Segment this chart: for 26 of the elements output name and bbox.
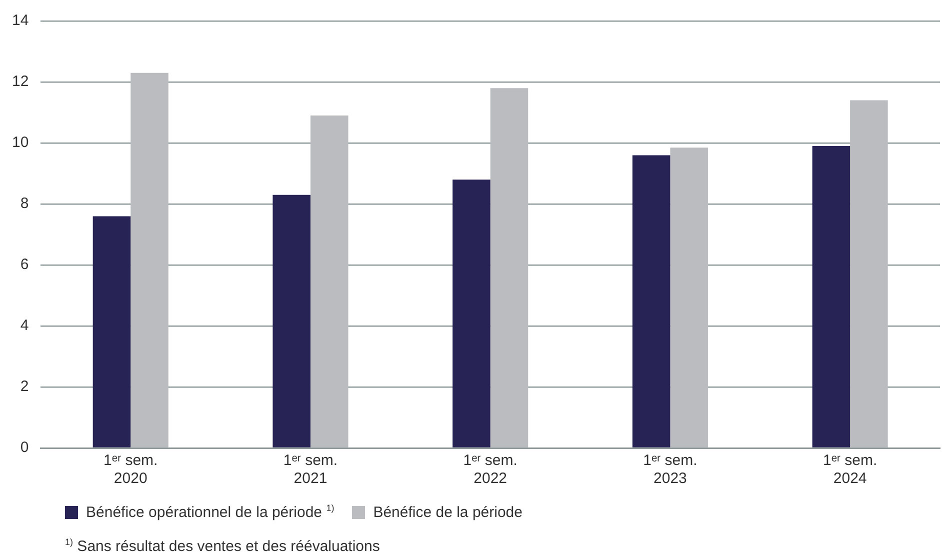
x-tick-label: 1ᵉʳ sem. 2021 [283, 452, 338, 488]
bar [850, 100, 888, 448]
y-tick-label: 8 [20, 195, 29, 212]
bar [92, 216, 131, 448]
y-tick-label: 12 [12, 73, 29, 90]
x-tick-label: 1ᵉʳ sem. 2022 [463, 452, 518, 488]
x-tick-label: 1ᵉʳ sem. 2020 [104, 452, 158, 488]
y-tick-label: 6 [20, 256, 29, 274]
legend-label: Bénéfice de la période [373, 504, 522, 520]
bar [490, 88, 528, 448]
bar [670, 148, 708, 448]
y-tick-label: 2 [20, 378, 29, 396]
y-tick-label: 4 [20, 317, 29, 334]
bar [632, 155, 670, 448]
y-tick-label: 10 [12, 134, 29, 152]
x-tick-label: 1ᵉʳ sem. 2023 [643, 452, 698, 488]
legend-label: Bénéfice opérationnel de la période $^{1)}$ [86, 503, 334, 521]
x-tick-label: 1ᵉʳ sem. 2024 [822, 452, 878, 488]
bar [452, 180, 490, 448]
text: $^{1)}$ Sans résultat des ventes et des réévaluations [65, 537, 380, 555]
bar [130, 72, 168, 448]
y-tick-label: 0 [20, 439, 29, 456]
bar [272, 194, 310, 448]
bar [310, 116, 348, 448]
bar [812, 146, 850, 448]
y-tick-label: 14 [12, 12, 29, 30]
